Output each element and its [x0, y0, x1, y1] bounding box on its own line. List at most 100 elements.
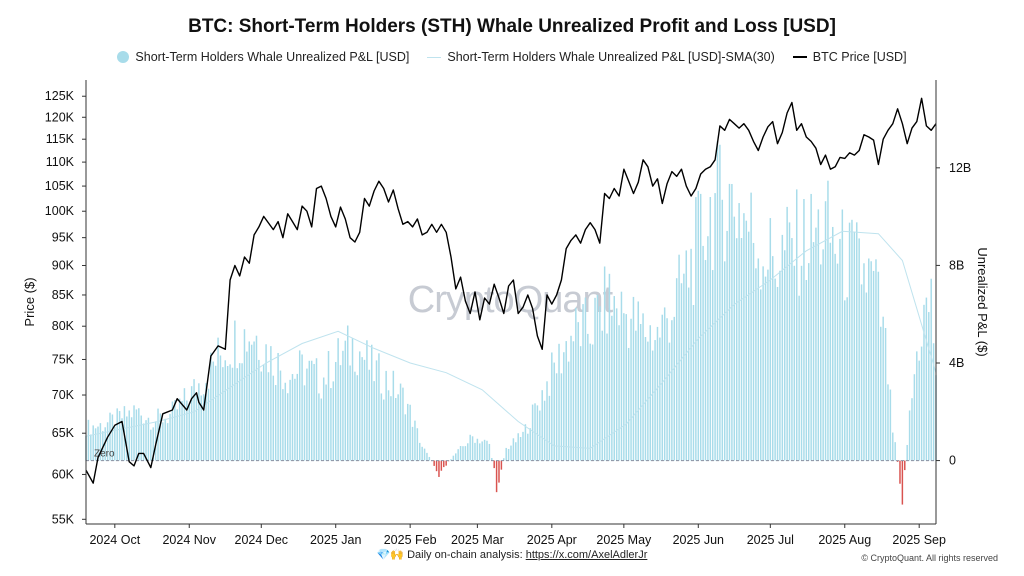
pnl-bar	[750, 192, 752, 461]
sma-series-line	[85, 230, 937, 449]
pnl-bar	[375, 360, 378, 461]
pnl-bar	[373, 381, 375, 461]
pnl-bar	[690, 248, 692, 461]
pnl-bar	[138, 408, 140, 461]
pnl-bar	[380, 393, 383, 461]
pnl-bar	[286, 393, 289, 461]
pnl-bar	[195, 395, 198, 461]
pnl-bar	[262, 364, 265, 461]
pnl-bar	[575, 307, 577, 461]
pnl-bar	[118, 411, 121, 461]
legend-item-pnl[interactable]: Short-Term Holders Whale Unrealized P&L …	[117, 50, 409, 64]
pnl-bar	[800, 265, 803, 461]
pnl-bar	[332, 381, 335, 461]
x-tick-label: 2025 Jun	[673, 533, 724, 547]
pnl-bar	[872, 270, 875, 461]
pnl-bar	[416, 428, 419, 461]
pnl-bar	[716, 140, 719, 461]
pnl-bar-negative	[901, 460, 904, 505]
x-tick-label: 2024 Dec	[235, 533, 289, 547]
pnl-bar	[483, 439, 486, 461]
legend-item-price[interactable]: BTC Price [USD]	[792, 50, 907, 64]
pnl-bar	[565, 341, 567, 461]
pnl-bar	[164, 418, 166, 461]
x-tick-label: 2024 Oct	[89, 533, 140, 547]
pnl-bar	[507, 448, 510, 461]
pnl-bar	[865, 292, 868, 461]
pnl-bar	[469, 434, 471, 461]
pnl-bar	[387, 390, 390, 461]
pnl-bar	[553, 362, 555, 461]
pnl-bar	[692, 305, 695, 461]
pnl-bar	[246, 351, 248, 461]
x-tick-label: 2025 Jan	[310, 533, 361, 547]
pnl-bar	[183, 388, 186, 461]
x-tick-label: 2025 May	[596, 533, 652, 547]
pnl-bar	[863, 263, 865, 461]
pnl-bar	[916, 351, 918, 461]
footer-link[interactable]: https://x.com/AxelAdlerJr	[525, 549, 648, 561]
pnl-bar	[858, 238, 860, 461]
pnl-bar	[719, 144, 721, 461]
pnl-bar	[190, 386, 193, 461]
left-tick-label: 75K	[52, 352, 75, 366]
pnl-bar	[214, 365, 217, 461]
pnl-bar	[142, 423, 145, 461]
pnl-bar	[428, 456, 431, 461]
pnl-bar	[459, 446, 462, 461]
pnl-bar	[92, 425, 94, 461]
pnl-bar	[649, 325, 651, 461]
pnl-bar	[548, 395, 551, 461]
pnl-bar	[339, 365, 342, 461]
pnl-bar	[390, 396, 392, 461]
pnl-bar	[238, 363, 241, 461]
legend-item-sma[interactable]: Short-Term Holders Whale Unrealized P&L …	[427, 50, 775, 64]
pnl-bar	[932, 343, 935, 461]
pnl-bar	[479, 443, 481, 461]
pnl-bar	[94, 428, 97, 461]
x-tick-label: 2024 Nov	[162, 533, 216, 547]
pnl-bar	[517, 433, 519, 461]
pnl-bar	[687, 287, 690, 461]
pnl-bar-negative	[896, 460, 899, 462]
pnl-bar	[426, 452, 428, 461]
pnl-bar	[680, 283, 683, 461]
pnl-bar	[755, 268, 757, 461]
pnl-bar	[524, 424, 527, 461]
pnl-bar	[747, 231, 750, 461]
pnl-bar	[385, 370, 387, 461]
pnl-bar-negative	[899, 460, 901, 484]
pnl-bar	[342, 350, 344, 461]
pnl-bar	[423, 448, 426, 461]
pnl-bar	[152, 427, 154, 461]
pnl-bar	[579, 346, 582, 461]
pnl-bar	[169, 413, 171, 461]
pnl-bar	[224, 360, 226, 461]
pnl-bar	[594, 297, 596, 461]
pnl-bar	[740, 238, 743, 461]
footer: 💎🙌 Daily on-chain analysis: https://x.co…	[0, 548, 1024, 561]
pnl-bar	[810, 193, 812, 461]
pnl-bar	[656, 326, 659, 461]
pnl-bar	[462, 446, 464, 461]
pnl-bar-negative	[498, 460, 500, 483]
pnl-bar	[116, 408, 118, 461]
pnl-bar	[531, 404, 534, 461]
pnl-bar	[320, 398, 323, 461]
pnl-bar	[109, 412, 111, 461]
pnl-bar	[827, 180, 829, 461]
pnl-bar	[558, 343, 560, 461]
pnl-bar	[346, 325, 349, 461]
left-tick-label: 60K	[52, 467, 75, 481]
pnl-bar	[611, 315, 613, 461]
pnl-bar	[824, 201, 827, 461]
pnl-bar	[536, 405, 539, 461]
pnl-bar	[685, 250, 688, 461]
pnl-bar	[776, 286, 779, 461]
chart-title: BTC: Short-Term Holders (STH) Whale Unre…	[188, 16, 836, 37]
pnl-bar	[455, 453, 457, 461]
pnl-bar	[882, 316, 884, 461]
pnl-bar	[911, 398, 913, 461]
pnl-bar	[791, 238, 793, 461]
